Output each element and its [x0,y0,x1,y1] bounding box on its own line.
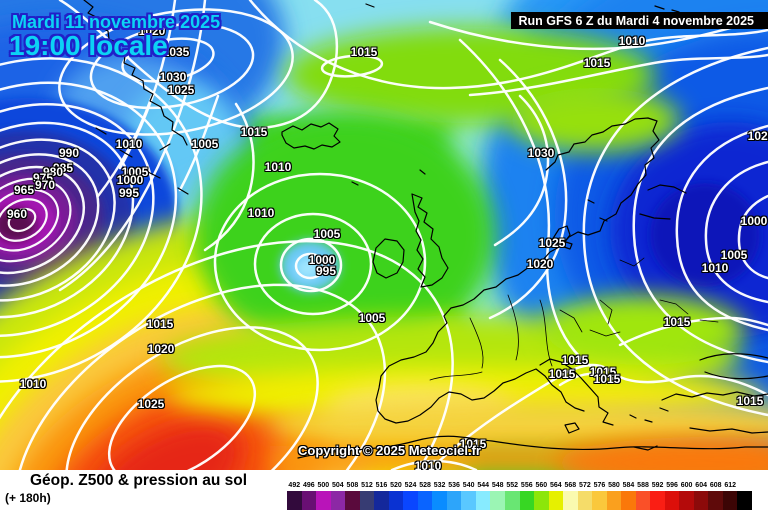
scale-value: 600 [680,482,693,489]
copyright-watermark: Copyright © 2025 Meteociel.fr [298,443,481,458]
scale-value: 596 [666,482,678,489]
isobar-contours [0,0,768,470]
scale-swatch [475,491,491,510]
scale-value: 532 [433,482,446,489]
scale-swatch [635,491,651,510]
scale-swatch [708,491,723,510]
coastlines [83,0,768,459]
model-run-banner: Run GFS 6 Z du Mardi 4 novembre 2025 [510,12,768,29]
scale-value: 504 [332,482,344,489]
scale-value: 592 [651,482,664,489]
scale-value: 568 [564,482,577,489]
scale-swatch [563,491,578,510]
scale-value: 496 [302,482,315,489]
scale-swatch [403,491,418,510]
scale-value: 548 [491,482,504,489]
scale-value: 552 [506,482,519,489]
scale-swatch [722,491,738,510]
valid-date-text: Mardi 11 novembre 2025 [12,12,221,32]
scale-value: 584 [622,482,635,489]
scale-swatch [548,491,564,510]
scale-swatch [693,491,709,510]
scale-value: 536 [448,482,460,489]
scale-value: 500 [317,482,330,489]
scale-swatch [504,491,520,510]
scale-swatch [592,491,607,510]
scale-value: 580 [608,482,620,489]
scale-swatch [606,491,622,510]
color-scale-swatches [287,491,752,510]
scale-value: 520 [390,482,402,489]
scale-swatch [664,491,680,510]
scale-value: 576 [593,482,606,489]
color-scale-labels: 492 496 500 504 508 512 516 520 524 528 532 536 540 5… [287,481,752,490]
scale-swatch [519,491,535,510]
scale-value: 564 [549,482,562,489]
forecast-lead-time: (+ 180h) [5,491,51,505]
color-scale: 492 496 500 504 508 512 516 520 524 528 532 536 540 5… [287,481,752,510]
scale-swatch [374,491,389,510]
geopotential-color-field [0,0,768,470]
scale-swatch [679,491,694,510]
valid-time-text: 19:00 locale [9,30,168,61]
scale-swatch [345,491,360,510]
scale-value: 540 [462,482,475,489]
scale-swatch [301,491,317,510]
scale-swatch [417,491,433,510]
model-run-text: Run GFS 6 Z du Mardi 4 novembre 2025 [518,13,754,28]
scale-value: 560 [535,482,548,489]
scale-value: 528 [419,482,431,489]
scale-value: 544 [477,482,490,489]
scale-value: 516 [375,482,388,489]
scale-value: 492 [288,482,301,489]
scale-value: 588 [637,482,649,489]
scale-value: 524 [404,482,417,489]
scale-value: 604 [695,482,707,489]
scale-swatch [446,491,462,510]
scale-value: 556 [520,482,533,489]
scale-swatch [316,491,331,510]
scale-swatch [330,491,346,510]
scale-swatch [287,491,302,510]
scale-swatch [650,491,665,510]
legend-bar: Géop. Z500 & pression au sol (+ 180h) 49… [0,470,768,512]
scale-value-empty [737,481,752,490]
scale-swatch [621,491,636,510]
scale-value: 572 [579,482,591,489]
weather-map: 1020 1035 1030 1025 1010 1005 990 985 980 975 970 9… [0,0,768,470]
map-svg [0,0,768,470]
scale-swatch [388,491,404,510]
scale-swatch [359,491,375,510]
scale-value: 508 [346,482,359,489]
scale-value: 612 [724,482,737,489]
scale-swatch [534,491,549,510]
chart-title: Géop. Z500 & pression au sol [30,472,248,489]
scale-value: 608 [709,482,722,489]
scale-value: 512 [361,482,373,489]
scale-swatch [577,491,593,510]
scale-swatch [461,491,476,510]
scale-swatch [490,491,505,510]
scale-swatch-end [737,491,752,510]
scale-swatch [432,491,447,510]
